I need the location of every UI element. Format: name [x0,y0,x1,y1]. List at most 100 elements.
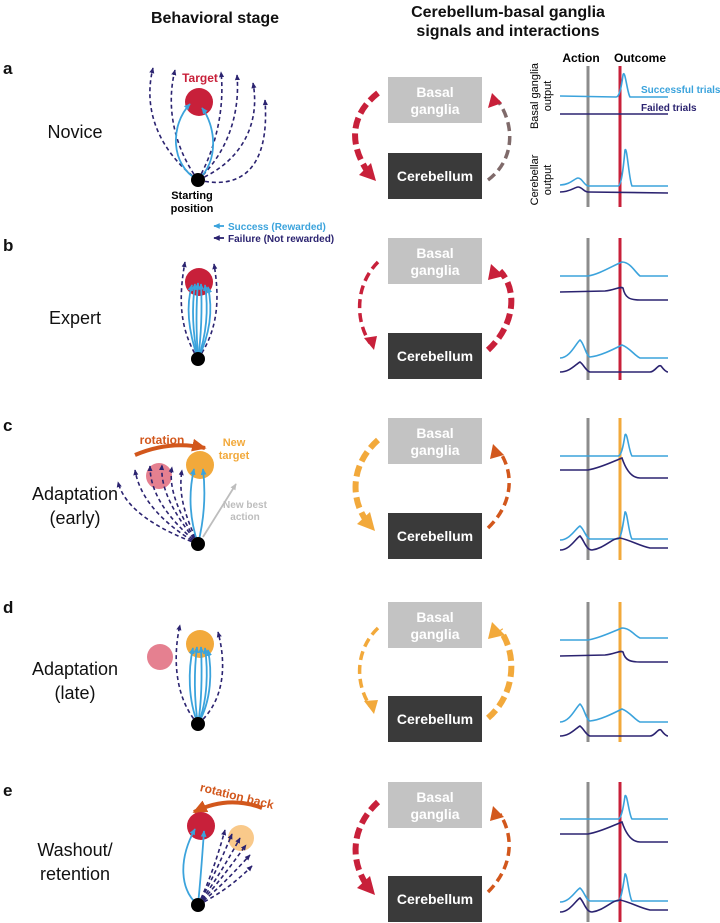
traces [559,72,669,913]
basal-ganglia-box [388,782,482,828]
interaction-loop-c: Basal ganglia Cerebellum [352,418,511,559]
bg-to-cb-arrow [357,260,380,344]
start-position-dot [191,898,205,912]
previous-target-circle [228,825,254,851]
basal-ganglia-label-line1: Basal [416,245,453,261]
cerebellum-label: Cerebellum [397,711,473,727]
basal-ganglia-box [388,602,482,648]
stage-label-d-line2: (late) [54,683,95,703]
trace-b-cb-success [559,338,668,359]
trace-e-bg-success [560,794,668,820]
cb-to-bg-arrow [486,451,511,530]
rotation-back-arrow [192,800,263,814]
successful-trials-label: Successful trials [641,85,720,96]
trace-header-outcome: Outcome [614,51,666,65]
cerebellum-label: Cerebellum [397,348,473,364]
trace-d-cb-success [559,702,668,723]
start-position-dot [191,352,205,366]
start-position-dot [191,173,205,187]
rotation-label: rotation [140,433,185,447]
cerebellum-box [388,696,482,742]
reach-diagram-e: rotation back [182,780,276,912]
basal-ganglia-label-line2: ganglia [410,442,459,458]
panel-letter-c: c [3,416,12,435]
cerebellum-label: Cerebellum [397,891,473,907]
basal-ganglia-label-line1: Basal [416,425,453,441]
stage-label-e-line2: retention [40,864,110,884]
interaction-loop-d: Basal ganglia Cerebellum [357,602,515,742]
cb-to-bg-arrow [486,813,511,894]
cerebellum-box [388,876,482,922]
trace-e-cb-failure [559,897,668,913]
header-signals-line2: signals and interactions [416,23,599,40]
start-label-line2: position [171,203,214,215]
new-best-label-line1: New best [223,500,268,511]
start-position-dot [191,537,205,551]
target-label: Target [182,71,218,85]
header-signals-line1: Cerebellum-basal ganglia [411,4,605,21]
stage-label-c-line1: Adaptation [32,484,118,504]
panel-letter-b: b [3,236,13,255]
reach-diagram-b [180,261,218,366]
cerebellum-box [388,513,482,559]
basal-ganglia-box [388,418,482,464]
new-target-label-line2: target [219,450,250,462]
trace-b-bg-failure [559,286,668,301]
cb-to-bg-arrow [485,628,515,721]
stage-labels: Novice Expert Adaptation (early) Adaptat… [32,122,118,884]
interaction-loop-a: Basal ganglia Cerebellum [352,77,512,199]
basal-ganglia-box [388,77,482,123]
trace-c-cb-failure [559,535,668,551]
trace-b-bg-success [560,261,668,277]
basal-ganglia-label-line2: ganglia [410,101,459,117]
bg-output-label-line1: Basal ganglia [529,62,541,129]
failed-trials-label: Failed trials [641,103,697,114]
trace-c-bg-success [560,433,668,457]
bg-to-cb-arrow [352,90,380,177]
trace-c-cb-success [559,511,668,541]
cb-to-bg-arrow [486,99,512,182]
trace-a-bg-success [559,72,668,98]
stage-label-c-line2: (early) [49,508,100,528]
old-target-circle [147,644,173,670]
new-target-label-line1: New [223,437,246,449]
cerebellum-box [388,333,482,379]
basal-ganglia-label-line1: Basal [416,789,453,805]
panel-letter-a: a [3,59,13,78]
reach-diagram-d [147,624,224,731]
new-best-label-line2: action [230,512,259,523]
trace-a-cb-failure [559,186,669,194]
stage-label-d-line1: Adaptation [32,659,118,679]
new-target-circle [186,630,214,658]
trace-header-action: Action [562,51,599,65]
bg-to-cb-arrow [352,799,381,889]
new-best-action-arrow [202,483,237,538]
bg-output-label-line2: output [542,81,554,112]
trace-a-cb-success [559,149,668,187]
trace-e-cb-success [559,873,668,903]
panel-letter-e: e [3,781,12,800]
legend-failure: Failure (Not rewarded) [228,234,334,245]
time-markers [586,66,622,922]
trace-d-bg-success [560,627,668,641]
legend-success: Success (Rewarded) [228,222,326,233]
trace-c-bg-failure [560,456,668,479]
rotation-arrow [134,438,207,457]
cerebellum-box [388,153,482,199]
start-position-dot [191,717,205,731]
header-behavioral-stage: Behavioral stage [151,10,279,27]
cerebellum-label: Cerebellum [397,528,473,544]
legend: Success (Rewarded) Failure (Not rewarded… [213,222,334,245]
bg-to-cb-arrow [352,437,381,525]
cb-to-bg-arrow [485,268,515,353]
cb-output-label-line1: Cerebellar [529,154,541,205]
trace-e-bg-failure [560,820,668,843]
interaction-loop-b: Basal ganglia Cerebellum [357,238,515,379]
reach-diagram-a: Target Starting position [149,67,268,215]
stage-label-a: Novice [47,122,102,142]
panel-letter-d: d [3,598,13,617]
basal-ganglia-label-line1: Basal [416,84,453,100]
trace-d-cb-failure [559,725,669,737]
basal-ganglia-label-line1: Basal [416,609,453,625]
